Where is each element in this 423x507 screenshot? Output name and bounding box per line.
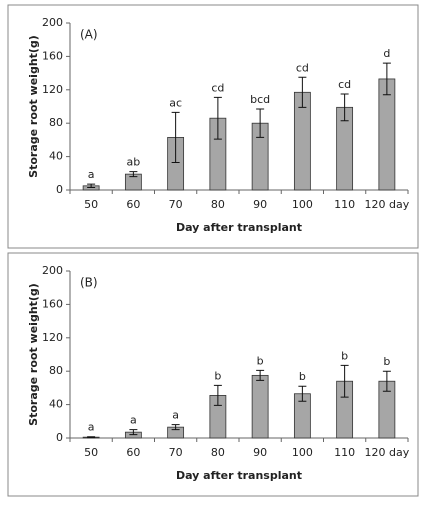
significance-label: b (341, 349, 348, 362)
significance-label: ac (169, 96, 182, 109)
x-tick-label: 120 day (365, 446, 410, 459)
error-bar (340, 93, 349, 122)
significance-label: a (88, 421, 95, 434)
error-bar (171, 424, 180, 431)
y-tick-label: 120 (42, 331, 63, 344)
panel-border (7, 252, 419, 497)
x-axis-label: Day after transplant (176, 221, 302, 234)
x-tick-label: 90 (253, 446, 267, 459)
significance-label: a (172, 409, 179, 422)
y-axis-label: Storage root weight(g) (27, 283, 40, 426)
error-bar (87, 436, 96, 439)
error-bar (171, 111, 180, 163)
y-tick-label: 160 (42, 49, 63, 62)
error-bar (256, 108, 265, 138)
significance-label: b (383, 355, 390, 368)
error-bar (340, 364, 349, 398)
significance-label: a (88, 168, 95, 181)
significance-label: d (383, 47, 390, 60)
x-axis-label: Day after transplant (176, 469, 302, 482)
error-bar (298, 76, 307, 108)
bar (378, 78, 396, 191)
x-tick-label: 100 (292, 198, 313, 211)
significance-label: a (130, 414, 137, 427)
error-bar (298, 385, 307, 402)
significance-label: b (299, 370, 306, 383)
significance-label: cd (211, 81, 224, 94)
error-bar (382, 62, 391, 96)
error-bar (129, 171, 138, 178)
y-axis-label: Storage root weight(g) (27, 35, 40, 178)
y-tick-label: 0 (56, 183, 63, 196)
x-tick-label: 70 (169, 198, 183, 211)
x-tick-label: 90 (253, 198, 267, 211)
x-tick-label: 80 (211, 446, 225, 459)
error-bar (129, 429, 138, 436)
x-tick-label: 100 (292, 446, 313, 459)
significance-label: b (257, 354, 264, 367)
bar (251, 374, 269, 439)
x-tick-label: 80 (211, 198, 225, 211)
error-bar (256, 369, 265, 381)
y-tick-label: 80 (49, 364, 63, 377)
significance-label: ab (127, 156, 141, 169)
x-tick-label: 60 (126, 198, 140, 211)
y-tick-label: 200 (42, 16, 63, 29)
error-bar (213, 384, 222, 406)
y-tick-label: 80 (49, 116, 63, 129)
significance-label: cd (296, 61, 309, 74)
error-bar (213, 96, 222, 140)
y-tick-label: 0 (56, 431, 63, 444)
x-tick-label: 110 (334, 198, 355, 211)
x-tick-label: 110 (334, 446, 355, 459)
error-bar (382, 370, 391, 392)
significance-label: bcd (250, 93, 270, 106)
significance-label: cd (338, 78, 351, 91)
x-tick-label: 120 day (365, 198, 410, 211)
y-tick-label: 160 (42, 297, 63, 310)
y-tick-label: 120 (42, 83, 63, 96)
y-tick-label: 200 (42, 264, 63, 277)
panel-label: (A) (80, 28, 98, 42)
error-bar (87, 183, 96, 188)
x-tick-label: 50 (84, 198, 98, 211)
x-tick-label: 70 (169, 446, 183, 459)
x-tick-label: 60 (126, 446, 140, 459)
panel-border (7, 4, 419, 249)
y-tick-label: 40 (49, 150, 63, 163)
y-tick-label: 40 (49, 398, 63, 411)
panel-label: (B) (80, 276, 98, 290)
x-tick-label: 50 (84, 446, 98, 459)
significance-label: b (214, 369, 221, 382)
